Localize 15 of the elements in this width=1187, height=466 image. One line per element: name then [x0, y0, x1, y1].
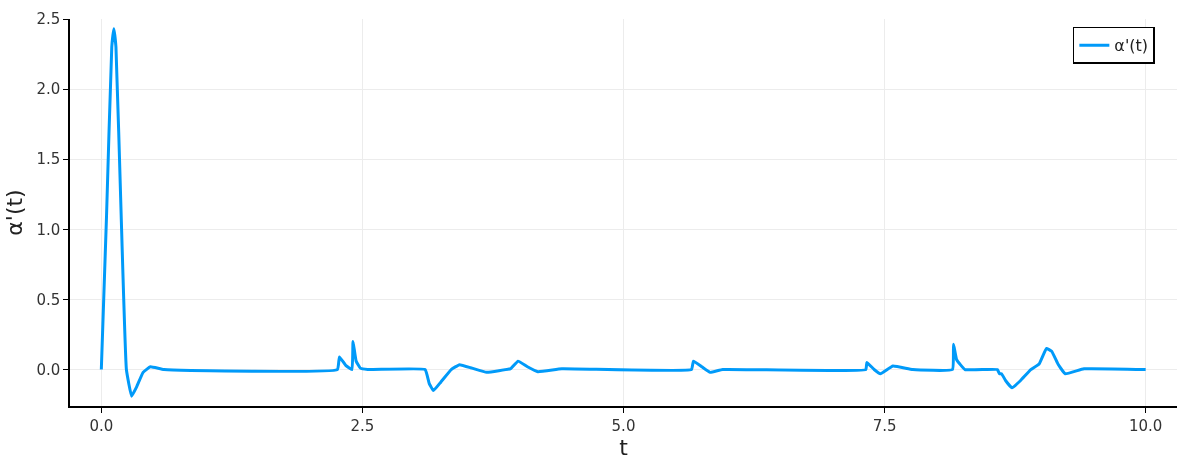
y-axis-title: α'(t): [1, 189, 27, 236]
y-tick-label: 2.5: [36, 10, 61, 29]
y-tick-label: 1.0: [36, 220, 61, 239]
line-series: [99, 27, 1148, 398]
x-tick-label: 5.0: [611, 416, 636, 435]
x-tick-label: 0.0: [89, 416, 114, 435]
x-tick-label: 7.5: [872, 416, 897, 435]
y-tick-label: 2.0: [36, 80, 61, 99]
y-tick-label: 1.5: [36, 150, 61, 169]
legend-label: α'(t): [1114, 36, 1149, 56]
y-tick-label: 0.5: [36, 290, 61, 309]
x-axis-title: t: [619, 435, 629, 461]
x-tick-label: 10.0: [1128, 416, 1163, 435]
y-tick-label: 0.0: [36, 360, 61, 379]
x-tick-label: 2.5: [350, 416, 375, 435]
